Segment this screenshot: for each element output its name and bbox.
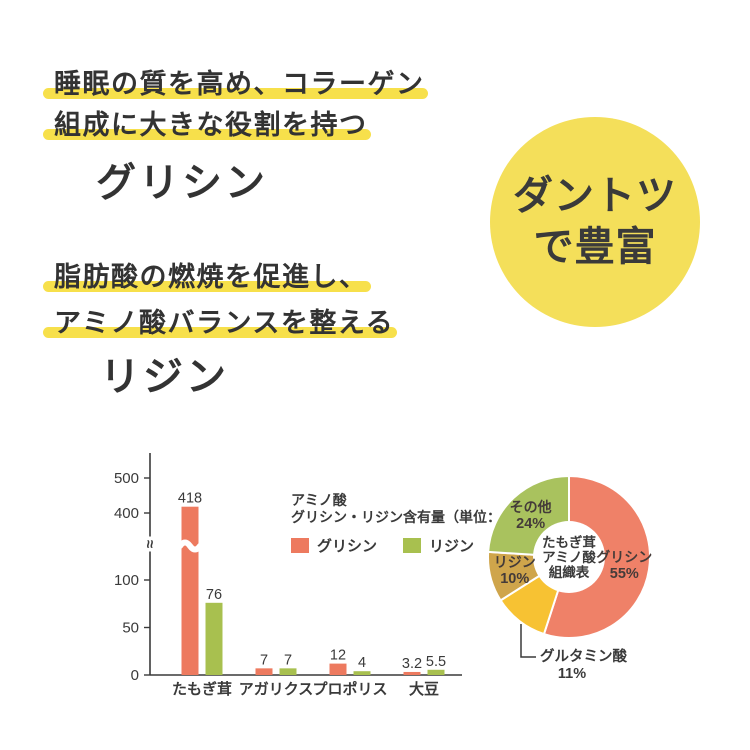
highlight-marker — [43, 129, 371, 140]
donut-center-label: 組織表 — [549, 564, 590, 580]
heading-text: 組成に大きな役割を持つ — [54, 110, 368, 140]
legend-title-line2: グリシン・リジン含有量（単位：mg） — [291, 509, 536, 525]
glycine-heading-line2: 組成に大きな役割を持つ — [43, 103, 371, 140]
bar — [403, 671, 421, 675]
lysine-heading-line1: 脂肪酸の燃焼を促進し、 — [43, 255, 371, 292]
donut-center-label: たもぎ茸 — [542, 534, 596, 550]
abundance-badge: ダントツ で豊富 — [490, 117, 700, 327]
legend-title-line1: アミノ酸 — [291, 492, 347, 508]
y-tick-label: 500 — [114, 470, 139, 487]
pie-outside-pct: 11% — [558, 666, 586, 682]
legend-item-lysine: リジン — [403, 535, 474, 556]
donut-hole — [533, 521, 605, 593]
glycine-heading-line1: 睡眠の質を高め、コラーゲン — [43, 62, 428, 99]
heading-text: 脂肪酸の燃焼を促進し、 — [54, 262, 368, 292]
bar-value-label: 12 — [330, 648, 346, 664]
legend-items: グリシン リジン — [291, 535, 536, 556]
pie-leader-line — [520, 624, 536, 658]
bar-break-wave — [177, 539, 203, 553]
lysine-color-swatch — [403, 538, 422, 553]
badge-line1: ダントツ — [513, 174, 677, 218]
pie-outside-label: グルタミン酸 — [540, 647, 627, 665]
glycine-color-swatch — [291, 538, 309, 553]
highlight-marker — [43, 281, 371, 292]
donut-center-label: アミノ酸 — [542, 549, 596, 565]
keyword-glycine: グリシン — [96, 161, 268, 205]
legend-label-lysine: リジン — [429, 538, 475, 555]
bar-value-label: 7 — [284, 652, 292, 668]
pie-slice-label: その他 — [510, 499, 552, 515]
axis-break-gap — [145, 536, 155, 552]
bar-chart-legend: アミノ酸 グリシン・リジン含有量（単位：mg） グリシン リジン — [291, 492, 536, 556]
pie-slice-pct: 55% — [610, 566, 639, 582]
badge-line2: で豊富 — [533, 225, 657, 269]
pie-slice-label: リジン — [494, 554, 536, 570]
y-tick-label: 0 — [131, 667, 139, 684]
keyword-lysine: リジン — [100, 355, 229, 399]
y-tick-label: 400 — [114, 505, 139, 522]
category-label: プロポリス — [312, 680, 387, 698]
category-label: アガリクス — [239, 681, 314, 698]
lysine-heading-line2: アミノ酸バランスを整える — [43, 301, 398, 338]
axis-break-icon: ≈ — [141, 540, 158, 548]
bar-value-label: 3.2 — [402, 656, 422, 672]
pie-slice-pct: 24% — [516, 516, 545, 532]
y-tick-label: 50 — [122, 620, 139, 637]
legend-item-glycine: グリシン — [291, 535, 377, 556]
category-label: たもぎ茸 — [172, 680, 232, 698]
heading-text: アミノ酸バランスを整える — [54, 308, 395, 338]
pie-slice-pct: 10% — [500, 571, 529, 587]
bar — [279, 668, 297, 675]
pie-slice-label: グリシン — [596, 549, 652, 565]
bar — [329, 663, 347, 675]
bar-value-label: 7 — [260, 652, 268, 668]
bar — [181, 506, 199, 675]
highlight-marker — [43, 327, 398, 338]
y-tick-label: 100 — [114, 572, 139, 589]
bar — [205, 602, 223, 675]
bar — [427, 669, 445, 675]
heading-text: 睡眠の質を高め、コラーゲン — [54, 69, 425, 99]
highlight-marker — [43, 88, 428, 99]
bar-value-label: 4 — [358, 655, 366, 671]
category-label: 大豆 — [409, 680, 439, 698]
bar — [255, 668, 273, 675]
bar-chart: 0 50 100 400 500 ≈418 76 たもぎ茸 7 7 アガリクス 12 4 プロポリス 3.2… — [114, 453, 462, 698]
legend-label-glycine: グリシン — [317, 538, 378, 555]
bar — [353, 671, 371, 675]
bar-value-label: 418 — [178, 491, 202, 507]
bar-value-label: 5.5 — [426, 654, 446, 670]
bar-value-label: 76 — [206, 587, 222, 603]
